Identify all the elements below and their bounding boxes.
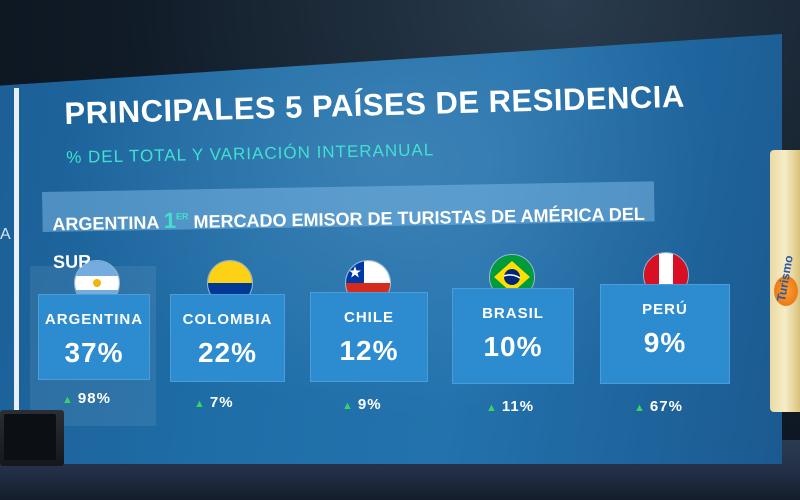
variation-value: 11% [501, 398, 535, 415]
country-share: 37% [64, 337, 124, 368]
variation-colombia: ▲ 7% [194, 394, 234, 411]
country-share: 10% [483, 331, 543, 362]
variation-value: 98% [77, 390, 111, 407]
country-name: PERÚ [642, 301, 688, 318]
variation-brasil: ▲ 11% [486, 398, 534, 415]
slide-divider-line [14, 88, 19, 414]
country-name: BRASIL [482, 305, 544, 322]
screen-glare [0, 34, 782, 464]
country-card-brasil: BRASIL 10% [452, 288, 574, 384]
country-card-argentina: ARGENTINA 37% [38, 294, 150, 380]
country-name: COLOMBIA [182, 311, 273, 328]
up-arrow-icon: ▲ [62, 394, 74, 406]
banner-rank-suffix: ER [175, 211, 189, 222]
variation-value: 9% [357, 396, 382, 413]
speaker-grill [4, 414, 56, 460]
variation-value: 7% [209, 394, 234, 411]
stage-edge [0, 466, 800, 500]
country-card-colombia: COLOMBIA 22% [170, 294, 285, 382]
up-arrow-icon: ▲ [634, 402, 646, 414]
country-name: CHILE [344, 309, 394, 326]
country-name: ARGENTINA [44, 311, 144, 328]
banner-rank-number: 1 [163, 208, 177, 234]
stage-speaker [0, 410, 64, 466]
banner-rank: 1ER [164, 208, 189, 233]
up-arrow-icon: ▲ [486, 402, 498, 414]
country-card-peru: PERÚ 9% [600, 284, 730, 384]
country-share: 22% [197, 337, 258, 368]
projection-screen [0, 34, 782, 464]
variation-value: 67% [649, 398, 683, 415]
up-arrow-icon: ▲ [194, 398, 206, 410]
variation-argentina: ▲ 98% [62, 390, 111, 407]
variation-chile: ▲ 9% [342, 396, 382, 413]
side-banner-logo [774, 276, 798, 306]
up-arrow-icon: ▲ [342, 400, 354, 412]
country-card-chile: CHILE 12% [310, 292, 428, 382]
country-share: 12% [339, 335, 399, 366]
cut-off-side-text: A [0, 226, 12, 243]
banner-country: ARGENTINA [52, 212, 159, 235]
country-share: 9% [643, 327, 687, 358]
variation-peru: ▲ 67% [634, 398, 683, 415]
